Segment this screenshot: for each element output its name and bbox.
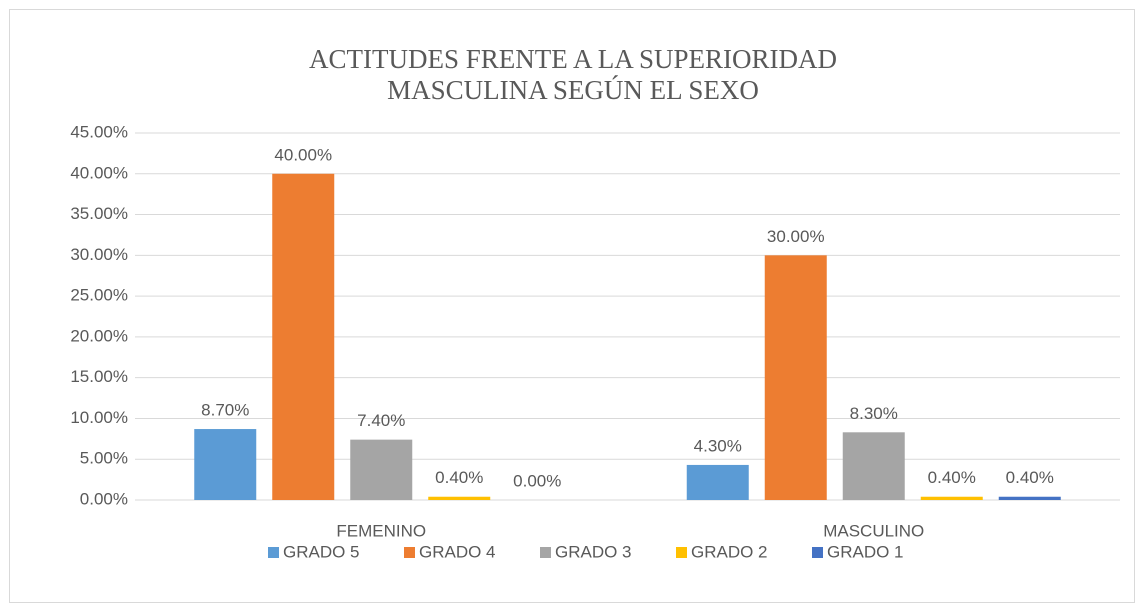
y-tick-label: 0.00% — [80, 489, 128, 508]
bar — [194, 429, 257, 500]
data-label: 4.30% — [694, 436, 742, 455]
y-tick-label: 35.00% — [70, 204, 128, 223]
y-tick-label: 30.00% — [70, 245, 128, 264]
data-label: 8.70% — [201, 401, 249, 420]
legend-swatch — [268, 547, 279, 558]
legend-swatch — [540, 547, 551, 558]
data-label: 30.00% — [767, 227, 825, 246]
data-label: 40.00% — [274, 145, 332, 164]
x-tick-label: FEMENINO — [336, 521, 426, 540]
legend-swatch — [676, 547, 687, 558]
legend-label: GRADO 1 — [827, 542, 904, 561]
bar — [920, 496, 983, 500]
bar — [842, 432, 905, 500]
bar — [998, 496, 1061, 500]
legend-label: GRADO 4 — [419, 542, 496, 561]
legend-label: GRADO 2 — [691, 542, 768, 561]
data-label: 0.00% — [513, 471, 561, 490]
y-tick-label: 40.00% — [70, 163, 128, 182]
bar — [350, 439, 413, 500]
y-tick-label: 20.00% — [70, 326, 128, 345]
data-label: 8.30% — [850, 404, 898, 423]
y-tick-label: 5.00% — [80, 449, 128, 468]
bar — [428, 496, 491, 500]
bar — [272, 173, 335, 500]
y-tick-label: 10.00% — [70, 408, 128, 427]
y-tick-label: 45.00% — [70, 122, 128, 141]
legend-label: GRADO 5 — [283, 542, 360, 561]
data-label: 0.40% — [435, 468, 483, 487]
legend-swatch — [404, 547, 415, 558]
x-tick-label: MASCULINO — [823, 521, 924, 540]
chart-frame — [9, 9, 1135, 603]
data-label: 7.40% — [357, 411, 405, 430]
data-label: 0.40% — [1006, 468, 1054, 487]
y-tick-label: 15.00% — [70, 367, 128, 386]
data-label: 0.40% — [928, 468, 976, 487]
legend-label: GRADO 3 — [555, 542, 632, 561]
bar — [764, 255, 827, 500]
legend-swatch — [812, 547, 823, 558]
bar — [686, 464, 749, 500]
chart-title: ACTITUDES FRENTE A LA SUPERIORIDAD MASCU… — [308, 44, 838, 105]
y-tick-label: 25.00% — [70, 286, 128, 305]
